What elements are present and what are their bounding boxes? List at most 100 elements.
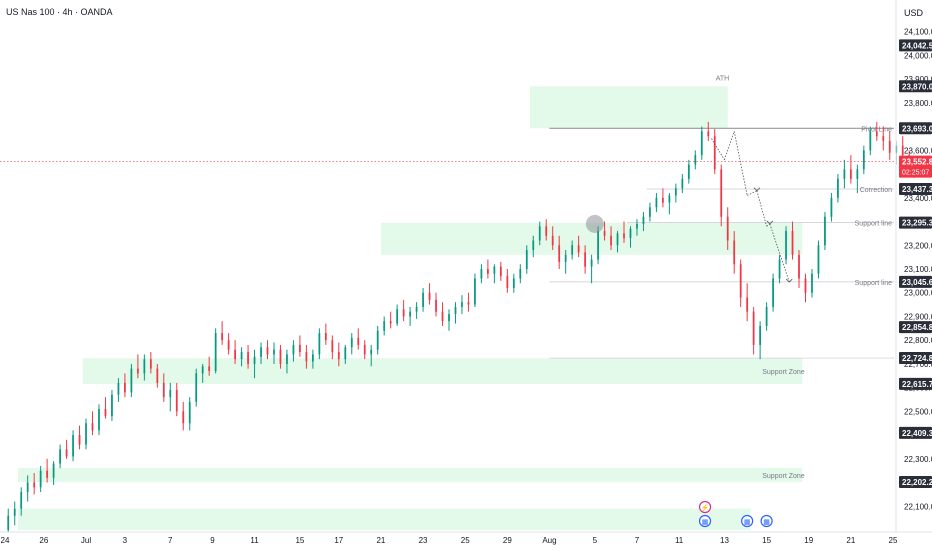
candle-body[interactable]	[13, 508, 16, 516]
candle-body[interactable]	[901, 145, 904, 156]
candle-body[interactable]	[772, 278, 774, 307]
candle-body[interactable]	[486, 269, 489, 274]
candle-body[interactable]	[26, 482, 29, 493]
candle-body[interactable]	[882, 136, 885, 141]
candle-body[interactable]	[610, 235, 612, 246]
candle-body[interactable]	[136, 368, 139, 374]
candle-body[interactable]	[182, 411, 185, 424]
candle-body[interactable]	[441, 311, 444, 322]
candle-body[interactable]	[597, 231, 599, 260]
candle-body[interactable]	[389, 321, 392, 324]
candle-body[interactable]	[817, 245, 820, 274]
candle-body[interactable]	[415, 306, 418, 312]
candle-body[interactable]	[46, 470, 49, 478]
candle-body[interactable]	[7, 515, 10, 530]
candle-body[interactable]	[195, 373, 198, 402]
candle-body[interactable]	[318, 333, 321, 355]
candle-body[interactable]	[383, 321, 386, 331]
zone-1[interactable]	[380, 222, 803, 255]
candle-body[interactable]	[584, 252, 587, 267]
event-markers[interactable]: ⚡ ▦ ▦ ▦	[698, 500, 773, 528]
candle-body[interactable]	[636, 223, 638, 229]
candle-body[interactable]	[681, 178, 684, 189]
currency-label[interactable]: USD	[904, 8, 924, 18]
candle-body[interactable]	[798, 254, 800, 279]
zone-3[interactable]	[17, 467, 803, 483]
candle-body[interactable]	[376, 330, 379, 350]
candle-body[interactable]	[337, 352, 340, 360]
candle-body[interactable]	[862, 150, 865, 170]
candle-body[interactable]	[616, 233, 619, 246]
candle-body[interactable]	[649, 207, 651, 217]
candle-body[interactable]	[506, 276, 509, 288]
candle-body[interactable]	[273, 349, 275, 355]
candle-body[interactable]	[493, 266, 496, 274]
candle-body[interactable]	[324, 333, 327, 341]
candle-body[interactable]	[201, 366, 204, 374]
candle-body[interactable]	[91, 423, 94, 431]
candle-body[interactable]	[811, 273, 813, 293]
candle-body[interactable]	[480, 269, 483, 279]
candle-body[interactable]	[260, 347, 262, 357]
candle-body[interactable]	[590, 259, 593, 267]
candle-body[interactable]	[428, 292, 431, 300]
us-flag-icon[interactable]	[698, 514, 712, 528]
candle-body[interactable]	[694, 155, 697, 165]
candle-body[interactable]	[785, 231, 787, 260]
candle-body[interactable]	[279, 349, 282, 364]
candle-body[interactable]	[331, 340, 334, 353]
candle-body[interactable]	[856, 169, 859, 179]
candle-body[interactable]	[700, 131, 703, 156]
candle-body[interactable]	[538, 226, 541, 241]
candle-body[interactable]	[830, 197, 833, 217]
candle-body[interactable]	[804, 278, 807, 293]
candle-body[interactable]	[545, 226, 548, 236]
candle-body[interactable]	[370, 349, 373, 355]
candle-body[interactable]	[461, 302, 463, 307]
candle-body[interactable]	[33, 482, 36, 488]
candle-body[interactable]	[98, 408, 100, 431]
candle-body[interactable]	[299, 344, 301, 353]
candle-body[interactable]	[409, 311, 412, 317]
candle-body[interactable]	[402, 309, 405, 317]
candle-body[interactable]	[454, 306, 457, 315]
candle-body[interactable]	[72, 435, 74, 457]
candle-body[interactable]	[577, 245, 580, 253]
candle-body[interactable]	[519, 269, 522, 279]
candle-body[interactable]	[726, 216, 729, 241]
candle-body[interactable]	[286, 354, 288, 364]
candle-body[interactable]	[869, 131, 872, 151]
zone-0[interactable]	[530, 86, 728, 129]
candle-body[interactable]	[668, 195, 671, 203]
candle-body[interactable]	[603, 231, 606, 236]
candle-body[interactable]	[765, 306, 768, 326]
candle-body[interactable]	[143, 359, 146, 374]
candle-body[interactable]	[39, 470, 42, 488]
candle-body[interactable]	[422, 292, 424, 307]
candle-body[interactable]	[162, 382, 165, 398]
candle-body[interactable]	[188, 401, 191, 424]
candle-body[interactable]	[344, 347, 347, 360]
candle-body[interactable]	[169, 390, 172, 398]
candle-body[interactable]	[65, 449, 68, 457]
zone-2[interactable]	[82, 358, 803, 385]
candle-body[interactable]	[875, 131, 878, 137]
candle-body[interactable]	[720, 169, 723, 217]
candle-body[interactable]	[532, 240, 535, 251]
candle-body[interactable]	[558, 245, 561, 262]
candle-body[interactable]	[629, 228, 632, 239]
candle-body[interactable]	[843, 169, 846, 179]
candle-body[interactable]	[292, 344, 295, 355]
candle-body[interactable]	[175, 390, 178, 412]
candle-body[interactable]	[499, 266, 502, 277]
us-flag-icon[interactable]	[760, 514, 773, 528]
candle-body[interactable]	[214, 333, 217, 372]
candle-body[interactable]	[525, 250, 528, 269]
candle-body[interactable]	[240, 352, 243, 360]
lightning-icon[interactable]	[698, 500, 712, 514]
candle-body[interactable]	[111, 394, 113, 417]
candle-body[interactable]	[642, 216, 645, 224]
candle-body[interactable]	[234, 349, 236, 360]
candle-body[interactable]	[357, 337, 360, 345]
